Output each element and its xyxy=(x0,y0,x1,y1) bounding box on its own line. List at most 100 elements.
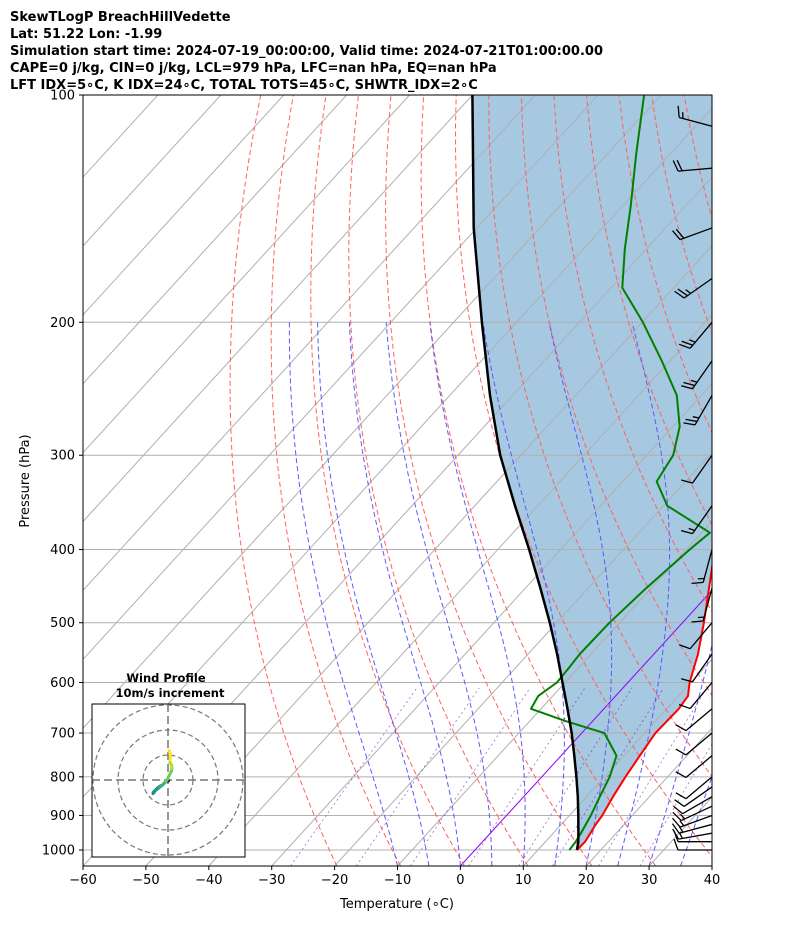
y-tick-label: 500 xyxy=(50,616,75,631)
gridlines xyxy=(83,95,794,866)
dry-adiabat xyxy=(229,95,338,866)
barb-flag xyxy=(675,792,687,800)
y-tick-label: 300 xyxy=(50,449,75,464)
x-tick-label: 30 xyxy=(641,873,658,888)
isotherm-line xyxy=(83,95,222,247)
barb-half-flag xyxy=(689,339,696,343)
isotherm-line xyxy=(585,727,712,866)
wind-barb xyxy=(681,360,713,390)
y-tick-label: 700 xyxy=(50,727,75,742)
profiles xyxy=(471,95,712,851)
wind-barb xyxy=(674,277,713,299)
y-tick-label: 400 xyxy=(50,543,75,558)
barb-flag xyxy=(678,644,691,650)
isotherm-line xyxy=(83,95,410,454)
cape-cin-shading xyxy=(472,95,712,850)
wind-barbs xyxy=(671,105,713,851)
mixing-ratio-line xyxy=(355,687,480,866)
barb-flag xyxy=(673,838,679,851)
x-tick-label: 20 xyxy=(578,873,595,888)
wind-barb xyxy=(675,732,713,756)
barb-flag xyxy=(677,105,680,118)
barb-shaft xyxy=(691,653,713,683)
barb-flag xyxy=(673,805,683,815)
dry-adiabat xyxy=(586,95,712,526)
barb-flag xyxy=(672,828,680,840)
barb-shaft xyxy=(702,588,713,622)
wind-barb xyxy=(675,708,713,732)
isotherm-line xyxy=(775,95,794,866)
barb-flag xyxy=(675,771,687,779)
isotherm-line xyxy=(83,95,473,523)
isotherm-line xyxy=(271,383,712,866)
isotherm-line xyxy=(83,95,285,316)
moist-adiabat xyxy=(429,322,526,866)
isotherm-line xyxy=(83,95,662,729)
dewpoint-line xyxy=(530,95,711,851)
barb-flag xyxy=(676,159,683,172)
barb-flag xyxy=(681,678,693,683)
dry-adiabat xyxy=(454,95,712,858)
wind-barb xyxy=(681,653,713,683)
isotherm-line xyxy=(145,245,712,866)
x-tick-label: 0 xyxy=(456,873,464,888)
isotherm-line xyxy=(334,451,712,866)
y-tick-label: 100 xyxy=(50,89,75,104)
indices-line: LFT IDX=5∘C, K IDX=24∘C, TOTAL TOTS=45∘C… xyxy=(10,78,478,93)
barb-shaft xyxy=(683,786,713,807)
wind-barb xyxy=(683,395,713,426)
dry-adiabat xyxy=(310,95,465,866)
barb-flag xyxy=(672,160,679,172)
barb-shaft xyxy=(689,682,713,709)
barb-half-flag xyxy=(690,379,698,383)
wind-barb xyxy=(673,796,713,815)
moist-adiabat xyxy=(617,322,671,866)
x-tick-label: −50 xyxy=(132,873,159,888)
barb-shaft xyxy=(685,755,713,779)
moist-adiabat xyxy=(680,775,712,866)
barb-half-flag xyxy=(679,813,686,820)
hodograph-area xyxy=(92,704,245,857)
barb-shaft xyxy=(679,814,713,828)
barb-shaft xyxy=(682,796,713,815)
moist-adiabat xyxy=(288,322,398,866)
barb-shaft xyxy=(691,505,713,534)
barb-flag xyxy=(691,581,704,585)
temperature-line xyxy=(576,561,712,851)
barb-shaft xyxy=(679,227,713,241)
x-tick-label: 10 xyxy=(515,873,532,888)
dry-adiabat xyxy=(717,95,794,866)
cape-line: CAPE=0 j/kg, CIN=0 j/kg, LCL=979 hPa, LF… xyxy=(10,61,497,76)
y-tick-label: 900 xyxy=(50,809,75,824)
moist-adiabat xyxy=(648,643,712,866)
wind-barb xyxy=(675,776,713,800)
isotherm-line xyxy=(397,520,712,866)
wind-barb xyxy=(691,588,713,623)
dry-adiabat xyxy=(782,95,794,866)
barb-flag xyxy=(683,381,695,387)
hodograph-segment xyxy=(167,749,172,755)
wind-barb xyxy=(677,105,713,127)
barb-flag xyxy=(672,817,681,828)
mixing-ratio-line xyxy=(518,687,633,866)
barb-flag xyxy=(683,422,696,426)
barb-shaft xyxy=(685,732,713,756)
moist-adiabat xyxy=(385,322,493,866)
x-tick-label: −30 xyxy=(258,873,285,888)
location-line: Lat: 51.22 Lon: -1.99 xyxy=(10,27,163,42)
wind-barb xyxy=(671,823,713,834)
wind-barb xyxy=(674,786,713,807)
parcel-line xyxy=(471,95,580,851)
barb-shaft xyxy=(683,277,713,299)
cape-cin-fill xyxy=(472,95,712,850)
barb-flag xyxy=(678,343,691,349)
wind-barb xyxy=(672,227,713,241)
y-tick-label: 1000 xyxy=(42,844,75,859)
barb-shaft xyxy=(680,805,713,822)
wind-barb xyxy=(681,505,713,535)
barb-flag xyxy=(681,340,693,346)
barb-flag xyxy=(672,230,681,240)
barb-half-flag xyxy=(678,832,684,839)
dry-adiabat xyxy=(385,95,593,866)
